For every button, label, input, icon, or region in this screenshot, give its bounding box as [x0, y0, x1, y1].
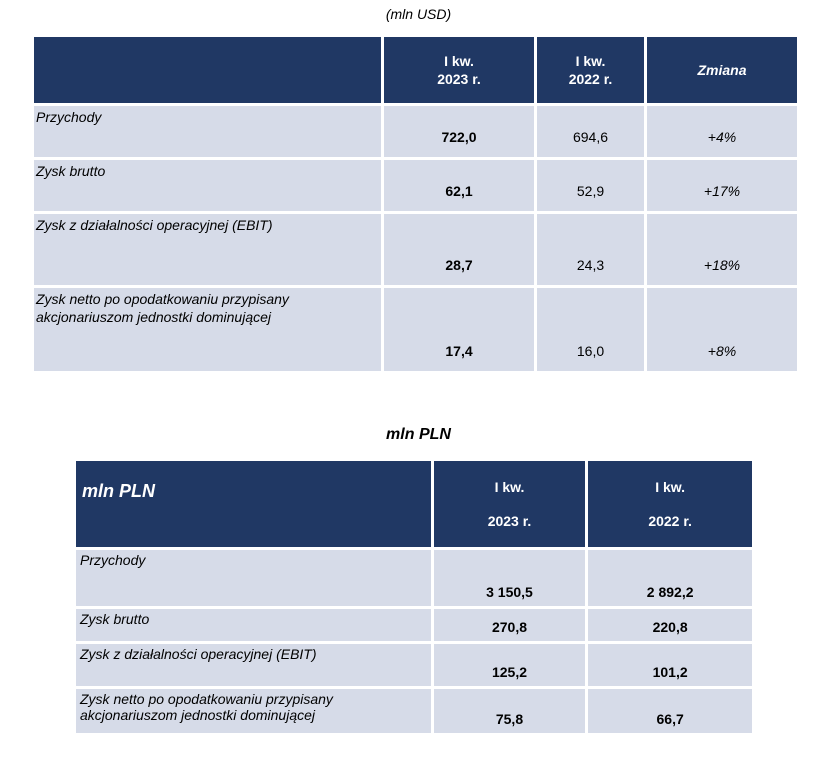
table-header-row: mln PLN I kw. 2023 r. I kw. 2022 r.	[76, 461, 752, 547]
header-q1-2023-line1: I kw.	[494, 479, 525, 495]
usd-results-table: I kw. 2023 r. I kw. 2022 r. Zmiana Przyc…	[31, 34, 800, 374]
row-label: Zysk z działalności operacyjnej (EBIT)	[76, 644, 431, 686]
header-q1-2022: I kw. 2022 r.	[537, 37, 644, 103]
table-row: Przychody 722,0 694,6 +4%	[34, 106, 797, 157]
value-q1-2023: 722,0	[384, 106, 534, 157]
value-change: +8%	[647, 288, 797, 371]
table-title: mln PLN	[82, 481, 156, 501]
table-row: Przychody 3 150,5 2 892,2	[76, 550, 752, 606]
value-change: +18%	[647, 214, 797, 285]
value-q1-2023: 3 150,5	[433, 550, 586, 606]
row-label-line1: Zysk netto po opodatkowaniu przypisany	[36, 291, 289, 307]
value-q1-2022: 66,7	[588, 689, 752, 733]
header-q1-2022-line2: 2022 r.	[568, 71, 613, 87]
table-row: Zysk brutto 270,8 220,8	[76, 609, 752, 641]
value-q1-2022: 694,6	[537, 106, 644, 157]
value-q1-2022: 2 892,2	[588, 550, 752, 606]
row-label: Zysk netto po opodatkowaniu przypisany a…	[34, 288, 381, 371]
header-q1-2023-line2: 2023 r.	[487, 513, 532, 529]
header-q1-2023-line2: 2023 r.	[437, 71, 481, 87]
row-label: Przychody	[34, 106, 381, 157]
header-q1-2022-line1: I kw.	[575, 53, 606, 69]
value-q1-2023: 28,7	[384, 214, 534, 285]
table-row: Zysk brutto 62,1 52,9 +17%	[34, 160, 797, 211]
value-q1-2023: 75,8	[433, 689, 586, 733]
row-label: Zysk netto po opodatkowaniu przypisany a…	[76, 689, 431, 733]
header-q1-2023-line1: I kw.	[444, 53, 474, 69]
header-q1-2022-line2: 2022 r.	[648, 513, 692, 529]
row-label: Zysk brutto	[34, 160, 381, 211]
row-label-line2: akcjonariuszom jednostki dominującej	[80, 707, 316, 723]
header-q1-2022: I kw. 2022 r.	[588, 461, 752, 547]
row-label: Zysk brutto	[76, 609, 431, 641]
header-empty-cell	[34, 37, 381, 103]
value-q1-2022: 52,9	[537, 160, 644, 211]
pln-table-caption: mln PLN	[386, 426, 451, 443]
value-q1-2023: 62,1	[384, 160, 534, 211]
value-q1-2022: 24,3	[537, 214, 644, 285]
value-q1-2023: 125,2	[433, 644, 586, 686]
table-row: Zysk z działalności operacyjnej (EBIT) 2…	[34, 214, 797, 285]
value-q1-2022: 101,2	[588, 644, 752, 686]
header-q1-2022-line1: I kw.	[655, 479, 686, 495]
value-change: +4%	[647, 106, 797, 157]
row-label: Przychody	[76, 550, 431, 606]
row-label-line1: Zysk netto po opodatkowaniu przypisany	[80, 691, 333, 707]
value-q1-2023: 17,4	[384, 288, 534, 371]
table-row: Zysk netto po opodatkowaniu przypisany a…	[34, 288, 797, 371]
header-q1-2023: I kw. 2023 r.	[384, 37, 534, 103]
table-row: Zysk netto po opodatkowaniu przypisany a…	[76, 689, 752, 733]
table-row: Zysk z działalności operacyjnej (EBIT) 1…	[76, 644, 752, 686]
row-label: Zysk z działalności operacyjnej (EBIT)	[34, 214, 381, 285]
value-q1-2023: 270,8	[433, 609, 586, 641]
header-change: Zmiana	[697, 62, 747, 78]
value-q1-2022: 220,8	[588, 609, 752, 641]
usd-table-caption: (mln USD)	[385, 6, 452, 22]
pln-results-table: mln PLN I kw. 2023 r. I kw. 2022 r. Przy…	[73, 458, 755, 736]
header-q1-2023: I kw. 2023 r.	[434, 461, 586, 547]
table-header-row: I kw. 2023 r. I kw. 2022 r. Zmiana	[34, 37, 797, 103]
row-label-line2: akcjonariuszom jednostki dominującej	[36, 309, 272, 325]
value-change: +17%	[647, 160, 797, 211]
value-q1-2022: 16,0	[537, 288, 644, 371]
